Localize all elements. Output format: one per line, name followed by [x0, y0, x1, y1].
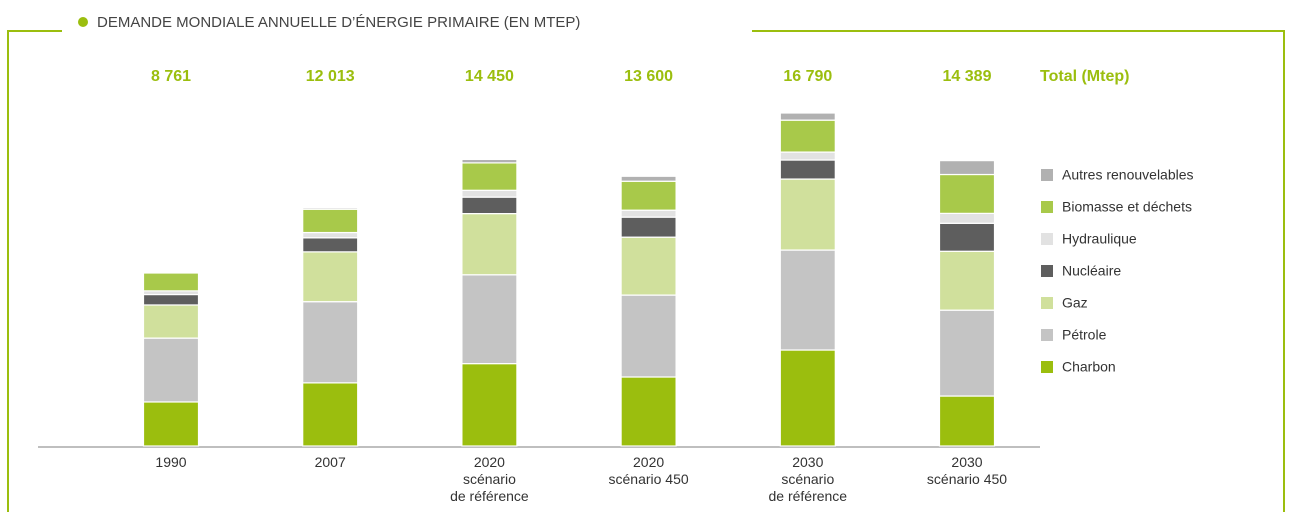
total-label: 13 600: [624, 68, 673, 85]
x-tick-line: 2020: [474, 454, 505, 470]
legend-swatch: [1041, 265, 1053, 277]
bar-segment: [302, 208, 359, 234]
bar-segment: [302, 207, 359, 210]
total-label: 14 389: [943, 68, 992, 85]
x-tick-line: 2030: [792, 454, 823, 470]
x-tick-line: 2030: [951, 454, 982, 470]
bar-segment: [779, 349, 836, 447]
x-tick-line: scénario 450: [609, 471, 689, 487]
legend-label: Charbon: [1062, 359, 1116, 375]
bar-segment: [461, 212, 518, 276]
total-label: 14 450: [465, 68, 514, 85]
bar-segment: [461, 162, 518, 191]
legend-swatch: [1041, 297, 1053, 309]
x-tick-label: 2030 scénario de référence: [768, 454, 847, 504]
bar-segment: [620, 216, 677, 238]
bar-segment: [302, 237, 359, 253]
total-header: Total (Mtep): [1040, 68, 1129, 85]
bar-segment: [779, 249, 836, 351]
legend-swatch: [1041, 361, 1053, 373]
bar-segment: [779, 112, 836, 121]
legend-label: Gaz: [1062, 295, 1088, 311]
legend-swatch: [1041, 201, 1053, 213]
bar-segment: [461, 274, 518, 365]
legend-label: Hydraulique: [1062, 231, 1137, 247]
x-tick-line: 2007: [315, 454, 346, 470]
bar-segment: [620, 236, 677, 296]
bar-segment: [461, 189, 518, 198]
bar-segment: [938, 395, 996, 447]
x-tick-line: scénario 450: [927, 471, 1007, 487]
bar-segment: [779, 151, 836, 161]
bar-segment: [620, 209, 677, 218]
legend-swatch: [1041, 169, 1053, 181]
bar-segment: [938, 222, 996, 252]
total-label: 16 790: [783, 68, 832, 85]
legend-swatch: [1041, 329, 1053, 341]
x-tick-line: scénario: [781, 471, 834, 487]
bar-segment: [142, 272, 200, 292]
legend-label: Nucléaire: [1062, 263, 1121, 279]
frame: [7, 30, 1285, 512]
bar-segment: [938, 160, 996, 176]
title-dot: [78, 17, 88, 27]
bar-segment: [142, 304, 200, 339]
x-tick-line: de référence: [768, 488, 847, 504]
bar-segment: [302, 382, 359, 447]
x-tick-label: 2007: [315, 454, 346, 470]
x-tick-line: 1990: [155, 454, 186, 470]
bar-segment: [938, 173, 996, 214]
bar-segment: [461, 363, 518, 447]
x-tick-label: 1990: [155, 454, 186, 470]
bar-segment: [142, 271, 200, 274]
x-tick-label: 2020 scénario de référence: [450, 454, 529, 504]
bar-segment: [302, 301, 359, 384]
total-label: 8 761: [151, 68, 191, 85]
bar-segment: [620, 294, 677, 378]
bar-segment: [302, 231, 359, 239]
legend-label: Biomasse et déchets: [1062, 199, 1192, 215]
legend-label: Autres renouvelables: [1062, 167, 1194, 183]
bar-segment: [779, 119, 836, 153]
legend-label: Pétrole: [1062, 327, 1107, 343]
chart-title: DEMANDE MONDIALE ANNUELLE D’ÉNERGIE PRIM…: [97, 14, 580, 31]
x-tick-label: 2020 scénario 450: [609, 454, 689, 487]
bar-segment: [461, 196, 518, 215]
bar-segment: [620, 376, 677, 447]
x-tick-line: de référence: [450, 488, 529, 504]
bar-segment: [779, 178, 836, 251]
bar-segment: [938, 250, 996, 311]
bar-segment: [142, 337, 200, 403]
legend-swatch: [1041, 233, 1053, 245]
total-label: 12 013: [306, 68, 355, 85]
bar-segment: [142, 293, 200, 306]
x-tick-label: 2030 scénario 450: [927, 454, 1007, 487]
bar-segment: [620, 175, 677, 182]
bar-segment: [779, 159, 836, 180]
x-tick-line: scénario: [463, 471, 516, 487]
bar-segment: [620, 180, 677, 211]
x-tick-line: 2020: [633, 454, 664, 470]
bar-segment: [938, 212, 996, 224]
bar-segment: [302, 251, 359, 303]
bar-segment: [142, 401, 200, 447]
bar-segment: [461, 158, 518, 164]
bar-segment: [938, 309, 996, 397]
